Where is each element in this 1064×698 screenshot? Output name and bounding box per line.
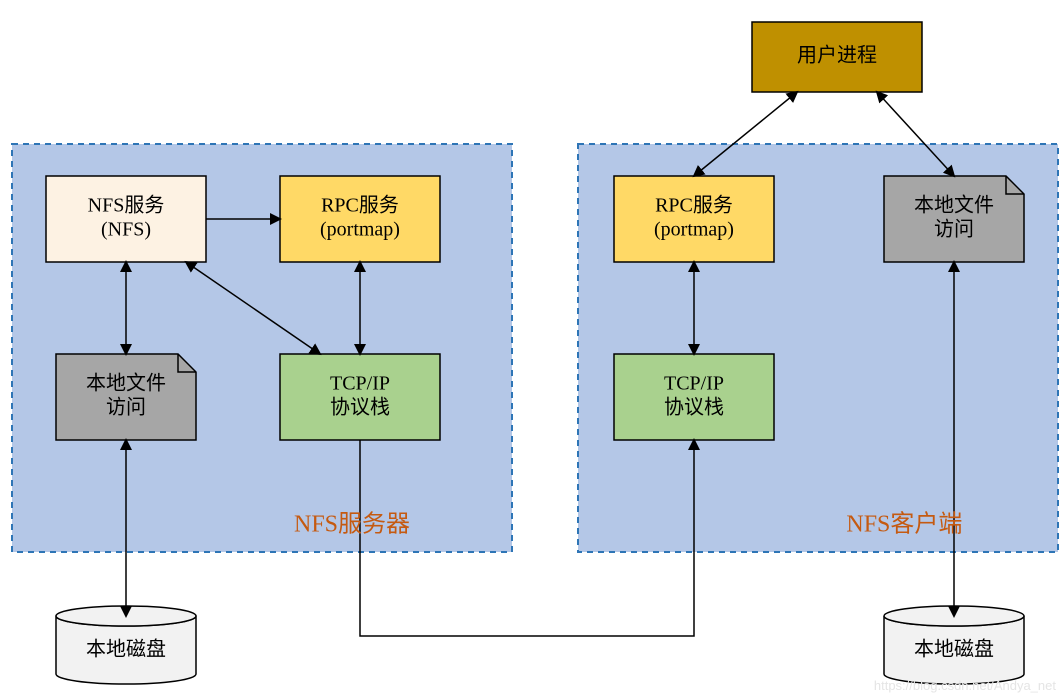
nfs_service-label: NFS服务 [88,194,165,217]
local_file_client-label: 本地文件 [914,194,994,217]
disk_server: 本地磁盘 [56,606,196,684]
disk_client-label: 本地磁盘 [914,638,994,661]
local_file_client: 本地文件访问 [884,176,1024,262]
server-label: NFS服务器 [294,511,410,538]
nfs-architecture-diagram: 用户进程NFS服务(NFS)RPC服务(portmap)RPC服务(portma… [0,0,1064,698]
local_file_server-label: 访问 [106,396,146,419]
rpc_client-label: (portmap) [654,219,734,241]
rpc_server: RPC服务(portmap) [280,176,440,262]
tcpip_client-label: TCP/IP [664,373,724,395]
tcpip_client: TCP/IP协议栈 [614,354,774,440]
watermark: https://blog.csdn.net/Andya_net [874,678,1057,693]
rpc_server-label: RPC服务 [321,194,399,217]
rpc_client: RPC服务(portmap) [614,176,774,262]
rpc_client-label: RPC服务 [655,194,733,217]
local_file_server-label: 本地文件 [86,372,166,395]
user_process: 用户进程 [752,22,922,92]
disk_client: 本地磁盘 [884,606,1024,684]
nfs_service: NFS服务(NFS) [46,176,206,262]
tcpip_client-label: 协议栈 [664,396,724,419]
local_file_server: 本地文件访问 [56,354,196,440]
tcpip_server-label: TCP/IP [330,373,390,395]
rpc_server-label: (portmap) [320,219,400,241]
disk_server-label: 本地磁盘 [86,638,166,661]
tcpip_server-label: 协议栈 [330,396,390,419]
nfs_service-label: (NFS) [101,219,151,241]
local_file_client-label: 访问 [934,218,974,241]
tcpip_server: TCP/IP协议栈 [280,354,440,440]
user_process-label: 用户进程 [797,44,877,67]
client-label: NFS客户端 [846,511,962,538]
